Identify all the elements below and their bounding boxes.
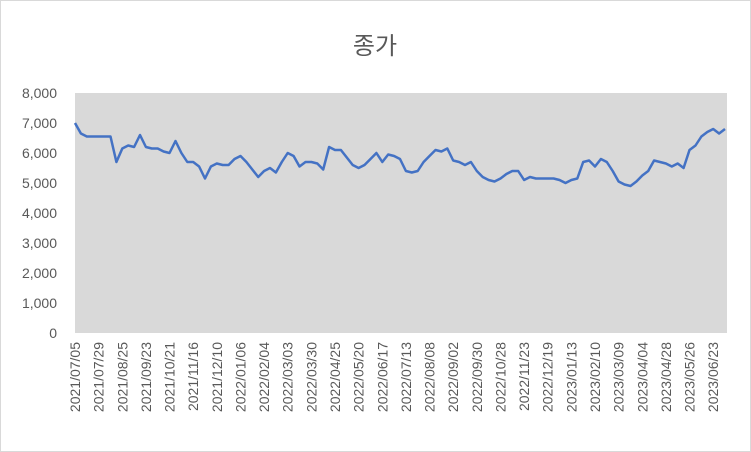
y-tick-label: 4,000 (22, 205, 57, 221)
x-tick-label: 2022/06/17 (374, 342, 390, 412)
x-tick-label: 2023/04/04 (634, 342, 650, 412)
y-tick-label: 6,000 (22, 145, 57, 161)
x-tick-label: 2022/02/04 (256, 342, 272, 412)
x-tick-label: 2022/07/13 (398, 342, 414, 412)
x-tick-label: 2021/10/21 (162, 342, 178, 412)
plot-area (75, 93, 727, 333)
x-tick-label: 2021/12/10 (209, 342, 225, 412)
x-tick-label: 2022/09/02 (445, 342, 461, 412)
y-tick-label: 0 (49, 325, 57, 341)
x-tick-label: 2021/07/29 (91, 342, 107, 412)
x-tick-label: 2022/01/06 (232, 342, 248, 412)
x-tick-label: 2022/09/30 (469, 342, 485, 412)
x-tick-label: 2021/08/25 (114, 342, 130, 412)
x-tick-label: 2023/02/10 (587, 342, 603, 412)
y-tick-label: 3,000 (22, 235, 57, 251)
x-tick-label: 2021/07/05 (67, 342, 83, 412)
x-tick-label: 2023/05/26 (682, 342, 698, 412)
x-tick-label: 2022/10/28 (492, 342, 508, 412)
x-tick-label: 2022/11/23 (516, 342, 532, 411)
x-tick-label: 2023/04/28 (658, 342, 674, 412)
line (73, 122, 726, 188)
x-tick-label: 2022/12/19 (540, 342, 556, 412)
x-tick-label: 2023/06/23 (705, 342, 721, 412)
x-tick-label: 2023/01/13 (563, 342, 579, 412)
x-tick-label: 2021/11/16 (185, 342, 201, 411)
y-tick-label: 7,000 (22, 115, 57, 131)
x-tick-label: 2022/04/25 (327, 342, 343, 412)
y-tick-label: 1,000 (22, 295, 57, 311)
y-tick-label: 2,000 (22, 265, 57, 281)
x-tick-label: 2023/03/09 (611, 342, 627, 412)
x-tick-label: 2022/08/08 (422, 342, 438, 412)
x-tick-label: 2021/09/23 (138, 342, 154, 412)
chart-title: 종가 (353, 33, 397, 60)
y-tick-label: 5,000 (22, 175, 57, 191)
x-tick-label: 2022/03/03 (280, 342, 296, 412)
y-tick-label: 8,000 (22, 85, 57, 101)
x-tick-label: 2022/03/30 (303, 342, 319, 412)
x-tick-label: 2022/05/20 (351, 342, 367, 412)
